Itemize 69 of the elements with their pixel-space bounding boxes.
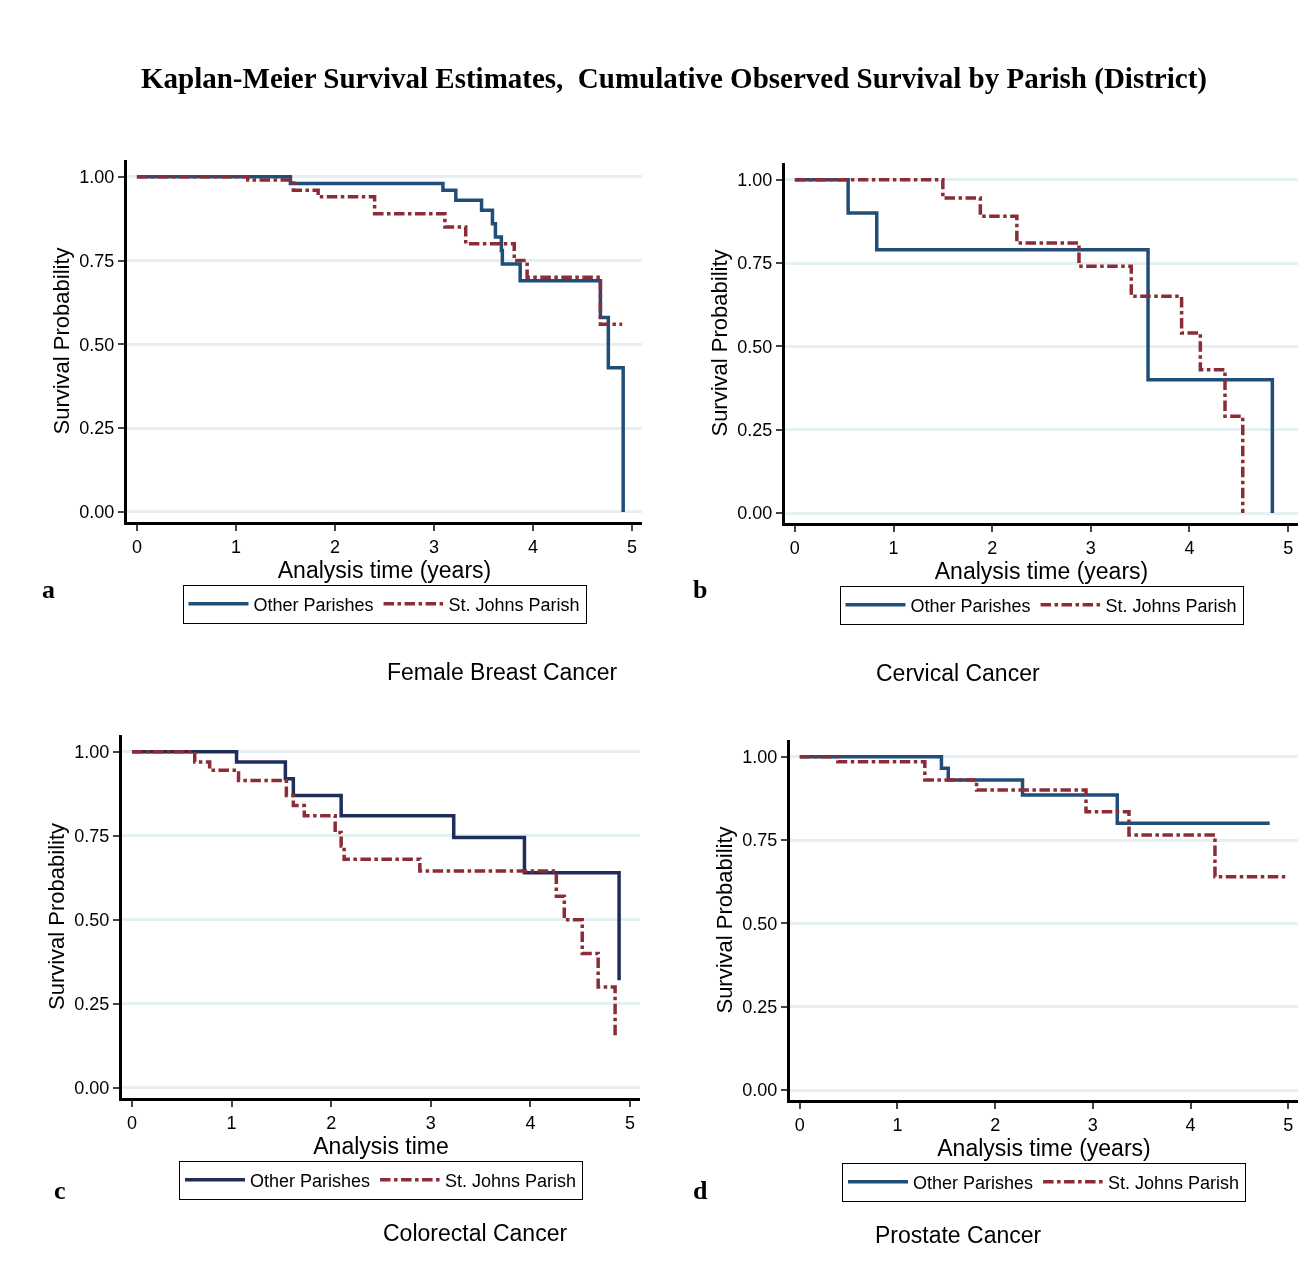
y-tick-label: 1.00 [79,167,115,188]
text: Female Breast Cancer [387,659,618,685]
x-tick-label: 5 [1283,1114,1294,1135]
x-tick-label: 3 [429,536,440,557]
y-tick-label: 0.00 [79,502,115,523]
text: c [54,1176,66,1205]
y-tick-label: 0.75 [737,253,773,274]
legend-label: Other Parishes [910,595,1031,616]
x-axis-title: Analysis time (years) [937,1134,1151,1161]
y-tick-label: 0.25 [74,994,110,1015]
text: Prostate Cancer [875,1222,1042,1248]
y-tick-label: 0.25 [79,418,115,439]
x-axis-title: Analysis time (years) [934,557,1149,584]
x-tick-label: 0 [789,537,800,558]
x-tick-label: 2 [990,1114,1001,1135]
y-axis-title: Survival Probability [49,247,75,435]
y-tick-label: 1.00 [74,742,110,763]
x-tick-label: 0 [794,1114,805,1135]
y-tick-label: 0.50 [742,913,778,934]
legend-label: Other Parishes [913,1172,1034,1193]
y-axis-title: Survival Probability [712,826,738,1014]
legend-label: St. Johns Parish [1108,1172,1240,1193]
text: Cervical Cancer [876,660,1040,686]
x-tick-label: 4 [1185,1114,1196,1135]
x-tick-label: 2 [329,536,340,557]
x-tick-label: 2 [326,1112,337,1133]
x-tick-label: 5 [625,1112,636,1133]
text: d [693,1176,708,1205]
legend-label: Other Parishes [250,1170,371,1191]
x-tick-label: 3 [1087,1114,1098,1135]
x-tick-label: 1 [226,1112,237,1133]
x-tick-label: 3 [1085,537,1096,558]
legend-label: St. Johns Parish [448,594,580,615]
x-tick-label: 5 [1283,537,1294,558]
x-tick-label: 5 [627,536,638,557]
y-tick-label: 1.00 [742,746,778,767]
y-tick-label: 0.75 [79,250,115,271]
legend-label: St. Johns Parish [1105,595,1237,616]
x-tick-label: 2 [987,537,998,558]
text: a [42,575,55,604]
x-tick-label: 4 [1184,537,1195,558]
legend-label: Other Parishes [253,594,374,615]
y-tick-label: 0.25 [742,996,778,1017]
y-tick-label: 0.00 [74,1078,110,1099]
y-tick-label: 0.00 [737,503,773,524]
y-tick-label: 0.50 [79,334,115,355]
y-tick-label: 0.50 [74,910,110,931]
text: b [693,575,708,604]
x-tick-label: 1 [230,536,241,557]
x-tick-label: 4 [525,1112,536,1133]
text: Colorectal Cancer [383,1220,568,1246]
y-tick-label: 0.00 [742,1080,778,1101]
y-axis-title: Survival Probability [707,249,733,437]
x-axis-title: Analysis time [313,1132,449,1159]
y-tick-label: 0.25 [737,419,773,440]
legend-label: St. Johns Parish [445,1170,577,1191]
x-tick-label: 0 [131,536,142,557]
x-tick-label: 3 [425,1112,436,1133]
y-tick-label: 0.75 [742,830,778,851]
x-tick-label: 1 [888,537,899,558]
y-axis-title: Survival Probability [44,822,70,1011]
y-tick-label: 0.50 [737,336,773,357]
y-tick-label: 1.00 [737,169,773,190]
x-axis-title: Analysis time (years) [277,556,492,583]
y-tick-label: 0.75 [74,826,110,847]
x-tick-label: 1 [892,1114,903,1135]
x-tick-label: 0 [126,1112,137,1133]
x-tick-label: 4 [528,536,539,557]
text: Kaplan-Meier Survival Estimates, Cumulative Observed Survival by Parish (District) [141,62,1207,95]
